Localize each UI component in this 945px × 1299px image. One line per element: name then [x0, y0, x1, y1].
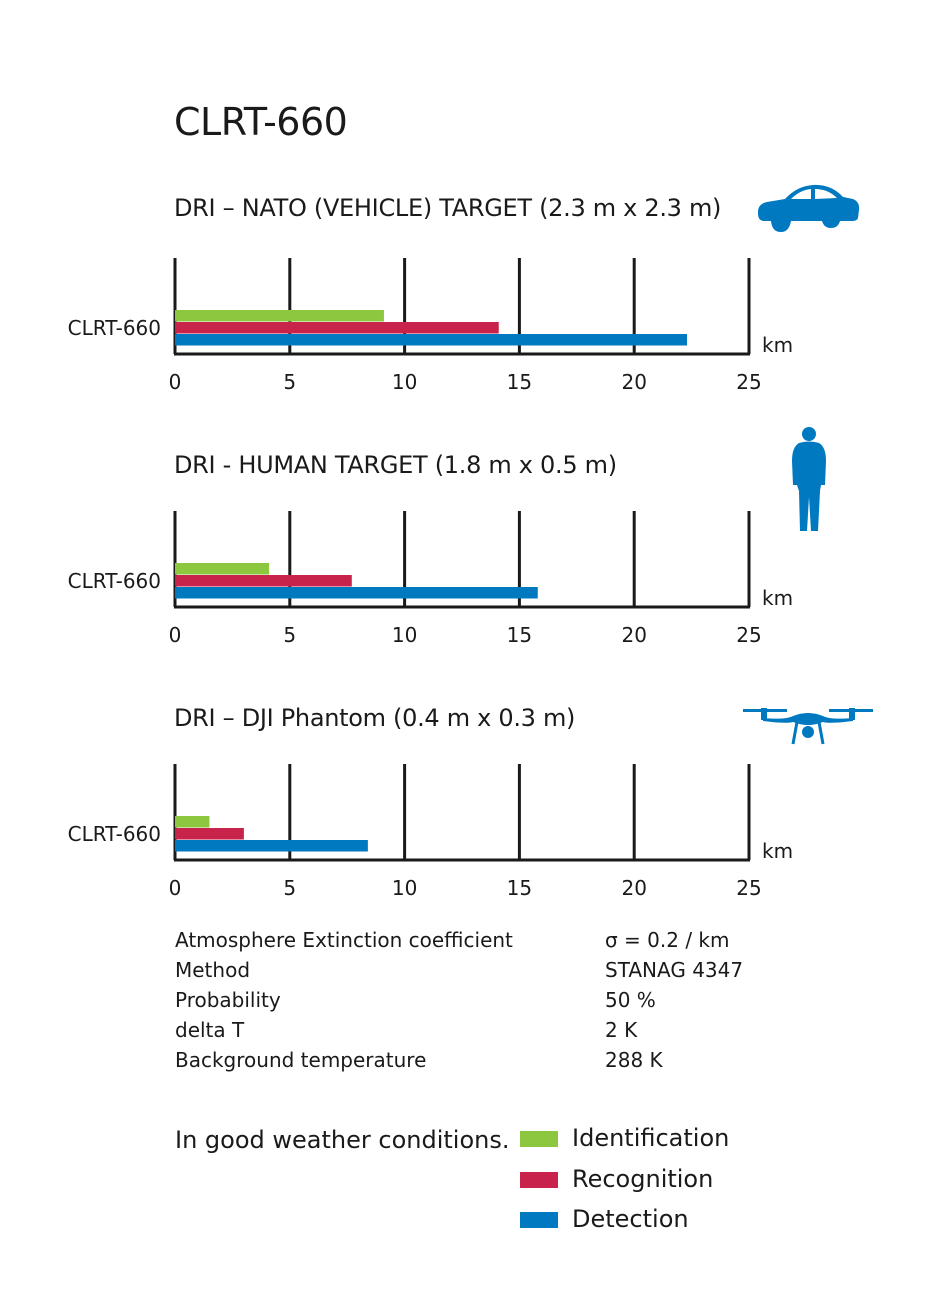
x-tick-label: 25 [736, 370, 761, 394]
category-label: CLRT-660 [68, 822, 161, 846]
x-tick-label: 15 [507, 623, 532, 647]
condition-value: STANAG 4347 [605, 958, 744, 982]
chart-title-human: DRI - HUMAN TARGET (1.8 m x 0.5 m) [174, 451, 617, 479]
legend-swatch [520, 1212, 558, 1228]
x-tick-label: 25 [736, 623, 761, 647]
x-tick-label: 20 [621, 623, 646, 647]
legend-label: Recognition [572, 1165, 714, 1193]
condition-label: Atmosphere Extinction coefficient [175, 928, 513, 952]
chart-title-drone: DRI – DJI Phantom (0.4 m x 0.3 m) [174, 704, 576, 732]
bar-recognition [175, 575, 352, 587]
condition-label: Probability [175, 988, 281, 1012]
x-tick-label: 0 [169, 623, 182, 647]
x-tick-label: 25 [736, 876, 761, 900]
category-label: CLRT-660 [68, 569, 161, 593]
chart-title-vehicle: DRI – NATO (VEHICLE) TARGET (2.3 m x 2.3… [174, 194, 722, 222]
drone-icon [743, 708, 873, 745]
condition-label: delta T [175, 1018, 245, 1042]
human-icon [792, 427, 826, 531]
page-title: CLRT-660 [174, 100, 348, 144]
x-tick-label: 5 [283, 370, 296, 394]
x-tick-label: 0 [169, 370, 182, 394]
x-tick-label: 10 [392, 370, 417, 394]
footnote: In good weather conditions. [175, 1126, 510, 1154]
x-axis-unit: km [762, 839, 793, 863]
condition-value: σ = 0.2 / km [605, 928, 730, 952]
x-tick-label: 15 [507, 370, 532, 394]
x-tick-label: 15 [507, 876, 532, 900]
x-tick-label: 20 [621, 370, 646, 394]
bar-identification [175, 816, 210, 828]
x-axis-unit: km [762, 333, 793, 357]
x-tick-label: 10 [392, 623, 417, 647]
x-tick-label: 20 [621, 876, 646, 900]
bar-detection [175, 840, 368, 852]
x-tick-label: 0 [169, 876, 182, 900]
legend-swatch [520, 1172, 558, 1188]
bar-detection [175, 587, 538, 599]
x-tick-label: 5 [283, 623, 296, 647]
x-tick-label: 5 [283, 876, 296, 900]
legend-label: Detection [572, 1205, 689, 1233]
bar-identification [175, 563, 270, 575]
condition-value: 50 % [605, 988, 656, 1012]
legend-label: Identification [572, 1124, 730, 1152]
condition-label: Background temperature [175, 1048, 427, 1072]
category-label: CLRT-660 [68, 316, 161, 340]
condition-label: Method [175, 958, 251, 982]
x-tick-label: 10 [392, 876, 417, 900]
bar-identification [175, 310, 384, 322]
car-icon [757, 184, 860, 232]
x-axis-unit: km [762, 586, 793, 610]
condition-value: 288 K [605, 1048, 663, 1072]
bar-detection [175, 334, 688, 346]
bar-recognition [175, 322, 499, 334]
legend-swatch [520, 1131, 558, 1147]
bar-recognition [175, 828, 244, 840]
condition-value: 2 K [605, 1018, 638, 1042]
